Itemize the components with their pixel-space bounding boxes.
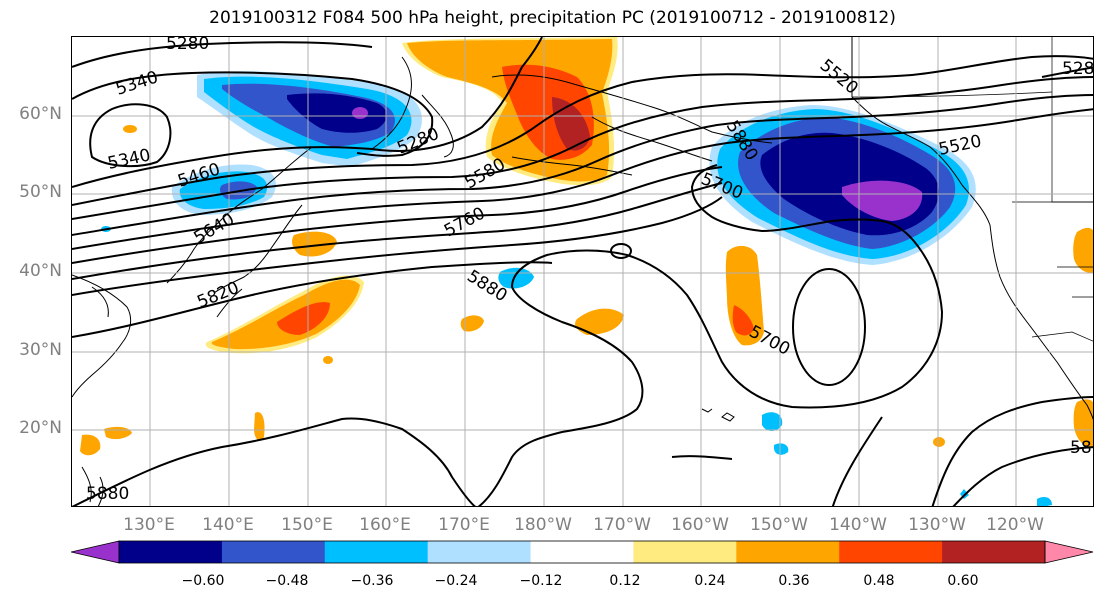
pos-region-sw-2 [104,426,132,440]
colorbar-tick-label: −0.48 [265,573,309,589]
colorbar-cell [1044,540,1094,564]
pos-region-east-2 [1073,399,1093,448]
colorbar-cell [221,541,326,563]
neg-region-small-3 [774,443,789,455]
pos-region-small-4 [933,437,945,447]
colorbar-tick-label: −0.24 [434,573,478,589]
colorbar-tick-label: 0.12 [609,573,641,589]
map-panel: 5280 5340 5340 5460 5640 5820 5880 5280 … [71,36,1094,507]
lon-label: 160°E [359,515,411,535]
colorbar-cell [119,541,223,563]
colorbar-tick-label: 0.24 [694,573,726,589]
pos-region-small-5 [123,125,137,133]
lon-label: 130°W [908,515,966,535]
pos-region-small-6 [323,356,333,364]
lat-label: 30°N [19,340,62,360]
contour-label: 5820 [194,278,242,313]
colorbar [71,540,1094,564]
lat-label: 40°N [19,261,62,281]
colorbar-cell [530,541,634,563]
colorbar-cell [427,541,532,563]
colorbar-tick-label: 0.60 [947,573,979,589]
colorbar-tick-label: 0.48 [863,573,895,589]
lon-label: 140°E [202,515,254,535]
colorbar-outline [118,540,1046,564]
lon-label: 170°E [438,515,490,535]
contour-label: 5520 [937,131,983,160]
height-contours [72,37,1093,506]
pos-region-subtrop-west-3 [277,302,330,335]
colorbar-cell [324,541,429,563]
lon-label: 150°E [281,515,333,535]
neg-region-goa-core [842,180,923,221]
contour-label: 5700 [746,322,794,360]
colorbar-cell [71,540,120,564]
lon-label: 150°W [750,515,808,535]
pos-region-small-3 [575,308,624,335]
pos-region-east-1 [1073,227,1093,273]
graticule [72,37,1093,506]
contour-label: 5280 [166,37,209,54]
colorbar-tick-label: −0.12 [519,573,563,589]
neg-region-small-4 [1037,497,1052,506]
contour-label: 58 [1070,438,1092,458]
map-title: 2019100312 F084 500 hPa height, precipit… [209,8,896,28]
colorbar-tick-label: −0.60 [181,573,225,589]
lon-label: 140°W [829,515,887,535]
colorbar-cell [633,541,737,563]
pos-region-sw-3 [254,412,265,441]
colorbar-cell [839,541,943,563]
colorbar-tick-label: 0.36 [778,573,810,589]
lon-label: 160°W [671,515,729,535]
neg-region-small-2 [762,412,783,431]
colorbar-cell [942,541,1046,563]
precip-shading [80,37,1093,506]
neg-region-okhotsk-core [352,107,368,119]
pos-region-sw-1 [80,434,101,456]
pos-region-hawaii-2 [732,305,754,336]
contour-label: 5280 [1062,59,1094,79]
neg-region-okhotsk-4 [287,93,387,133]
colorbar-cell [736,541,840,563]
lat-label: 50°N [19,182,62,202]
lat-label: 60°N [19,104,62,124]
pos-region-subtrop-west-2 [211,279,360,350]
lat-label: 20°N [19,418,62,438]
contour-label: 5880 [86,484,129,504]
contour-label: 5340 [113,67,160,99]
pos-region-small-1 [292,231,337,257]
lon-label: 170°W [593,515,651,535]
colorbar-tick-label: −0.36 [350,573,394,589]
map-canvas: 5280 5340 5340 5460 5640 5820 5880 5280 … [72,37,1094,506]
lon-label: 120°W [986,515,1044,535]
pos-region-small-2 [460,315,484,332]
lon-label: 180°W [514,515,572,535]
lon-label: 130°E [123,515,175,535]
